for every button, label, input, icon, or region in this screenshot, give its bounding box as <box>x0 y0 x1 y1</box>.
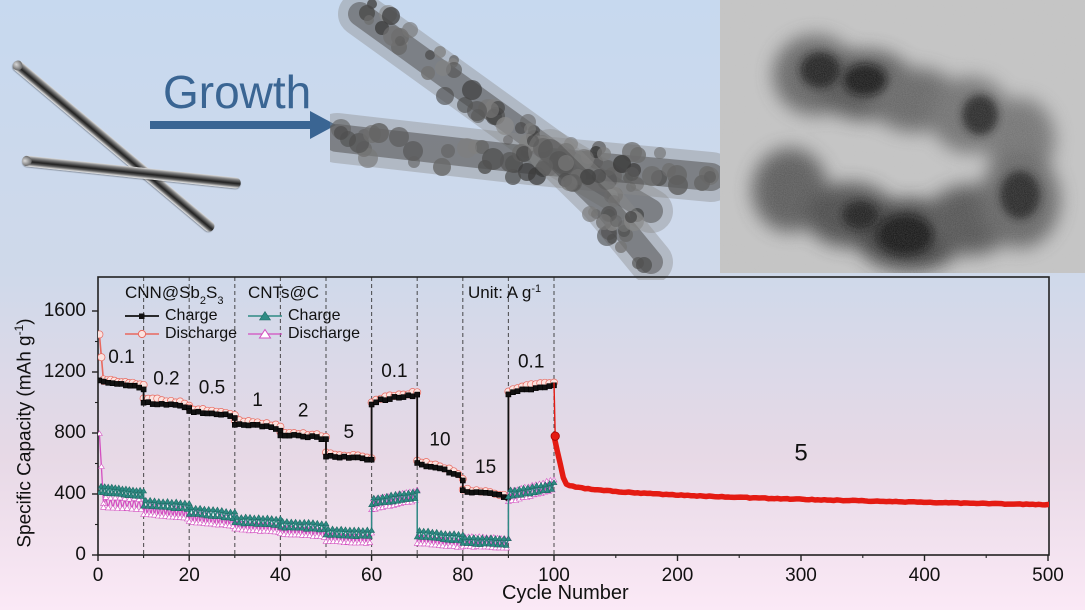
svg-text:800: 800 <box>54 422 86 443</box>
svg-text:Discharge: Discharge <box>165 325 237 342</box>
svg-text:1200: 1200 <box>44 361 86 382</box>
svg-text:80: 80 <box>452 565 473 586</box>
svg-text:300: 300 <box>785 565 817 586</box>
svg-text:0.1: 0.1 <box>108 347 134 368</box>
svg-text:400: 400 <box>909 565 941 586</box>
svg-text:Discharge: Discharge <box>288 325 360 342</box>
svg-text:2: 2 <box>298 401 309 422</box>
svg-text:200: 200 <box>662 565 694 586</box>
svg-text:0: 0 <box>93 565 104 586</box>
svg-text:40: 40 <box>270 565 291 586</box>
svg-text:10: 10 <box>429 430 450 451</box>
svg-text:1600: 1600 <box>44 300 86 321</box>
svg-text:0.1: 0.1 <box>381 361 407 382</box>
svg-text:Charge: Charge <box>165 307 218 324</box>
svg-text:1: 1 <box>252 390 263 411</box>
svg-text:0.1: 0.1 <box>518 352 544 373</box>
svg-text:60: 60 <box>361 565 382 586</box>
svg-text:100: 100 <box>538 565 570 586</box>
svg-text:CNTs@C: CNTs@C <box>248 283 319 302</box>
svg-text:0.5: 0.5 <box>199 378 225 399</box>
svg-text:20: 20 <box>179 565 200 586</box>
svg-text:0.2: 0.2 <box>153 369 179 390</box>
svg-text:Unit: A g-1: Unit: A g-1 <box>468 283 541 302</box>
svg-text:CNN@Sb2S3: CNN@Sb2S3 <box>125 283 223 307</box>
svg-text:0: 0 <box>75 544 86 565</box>
svg-text:15: 15 <box>475 457 496 478</box>
svg-text:500: 500 <box>1032 565 1064 586</box>
svg-text:Charge: Charge <box>288 307 341 324</box>
svg-text:5: 5 <box>794 440 807 467</box>
svg-text:400: 400 <box>54 483 86 504</box>
svg-text:5: 5 <box>344 422 355 443</box>
